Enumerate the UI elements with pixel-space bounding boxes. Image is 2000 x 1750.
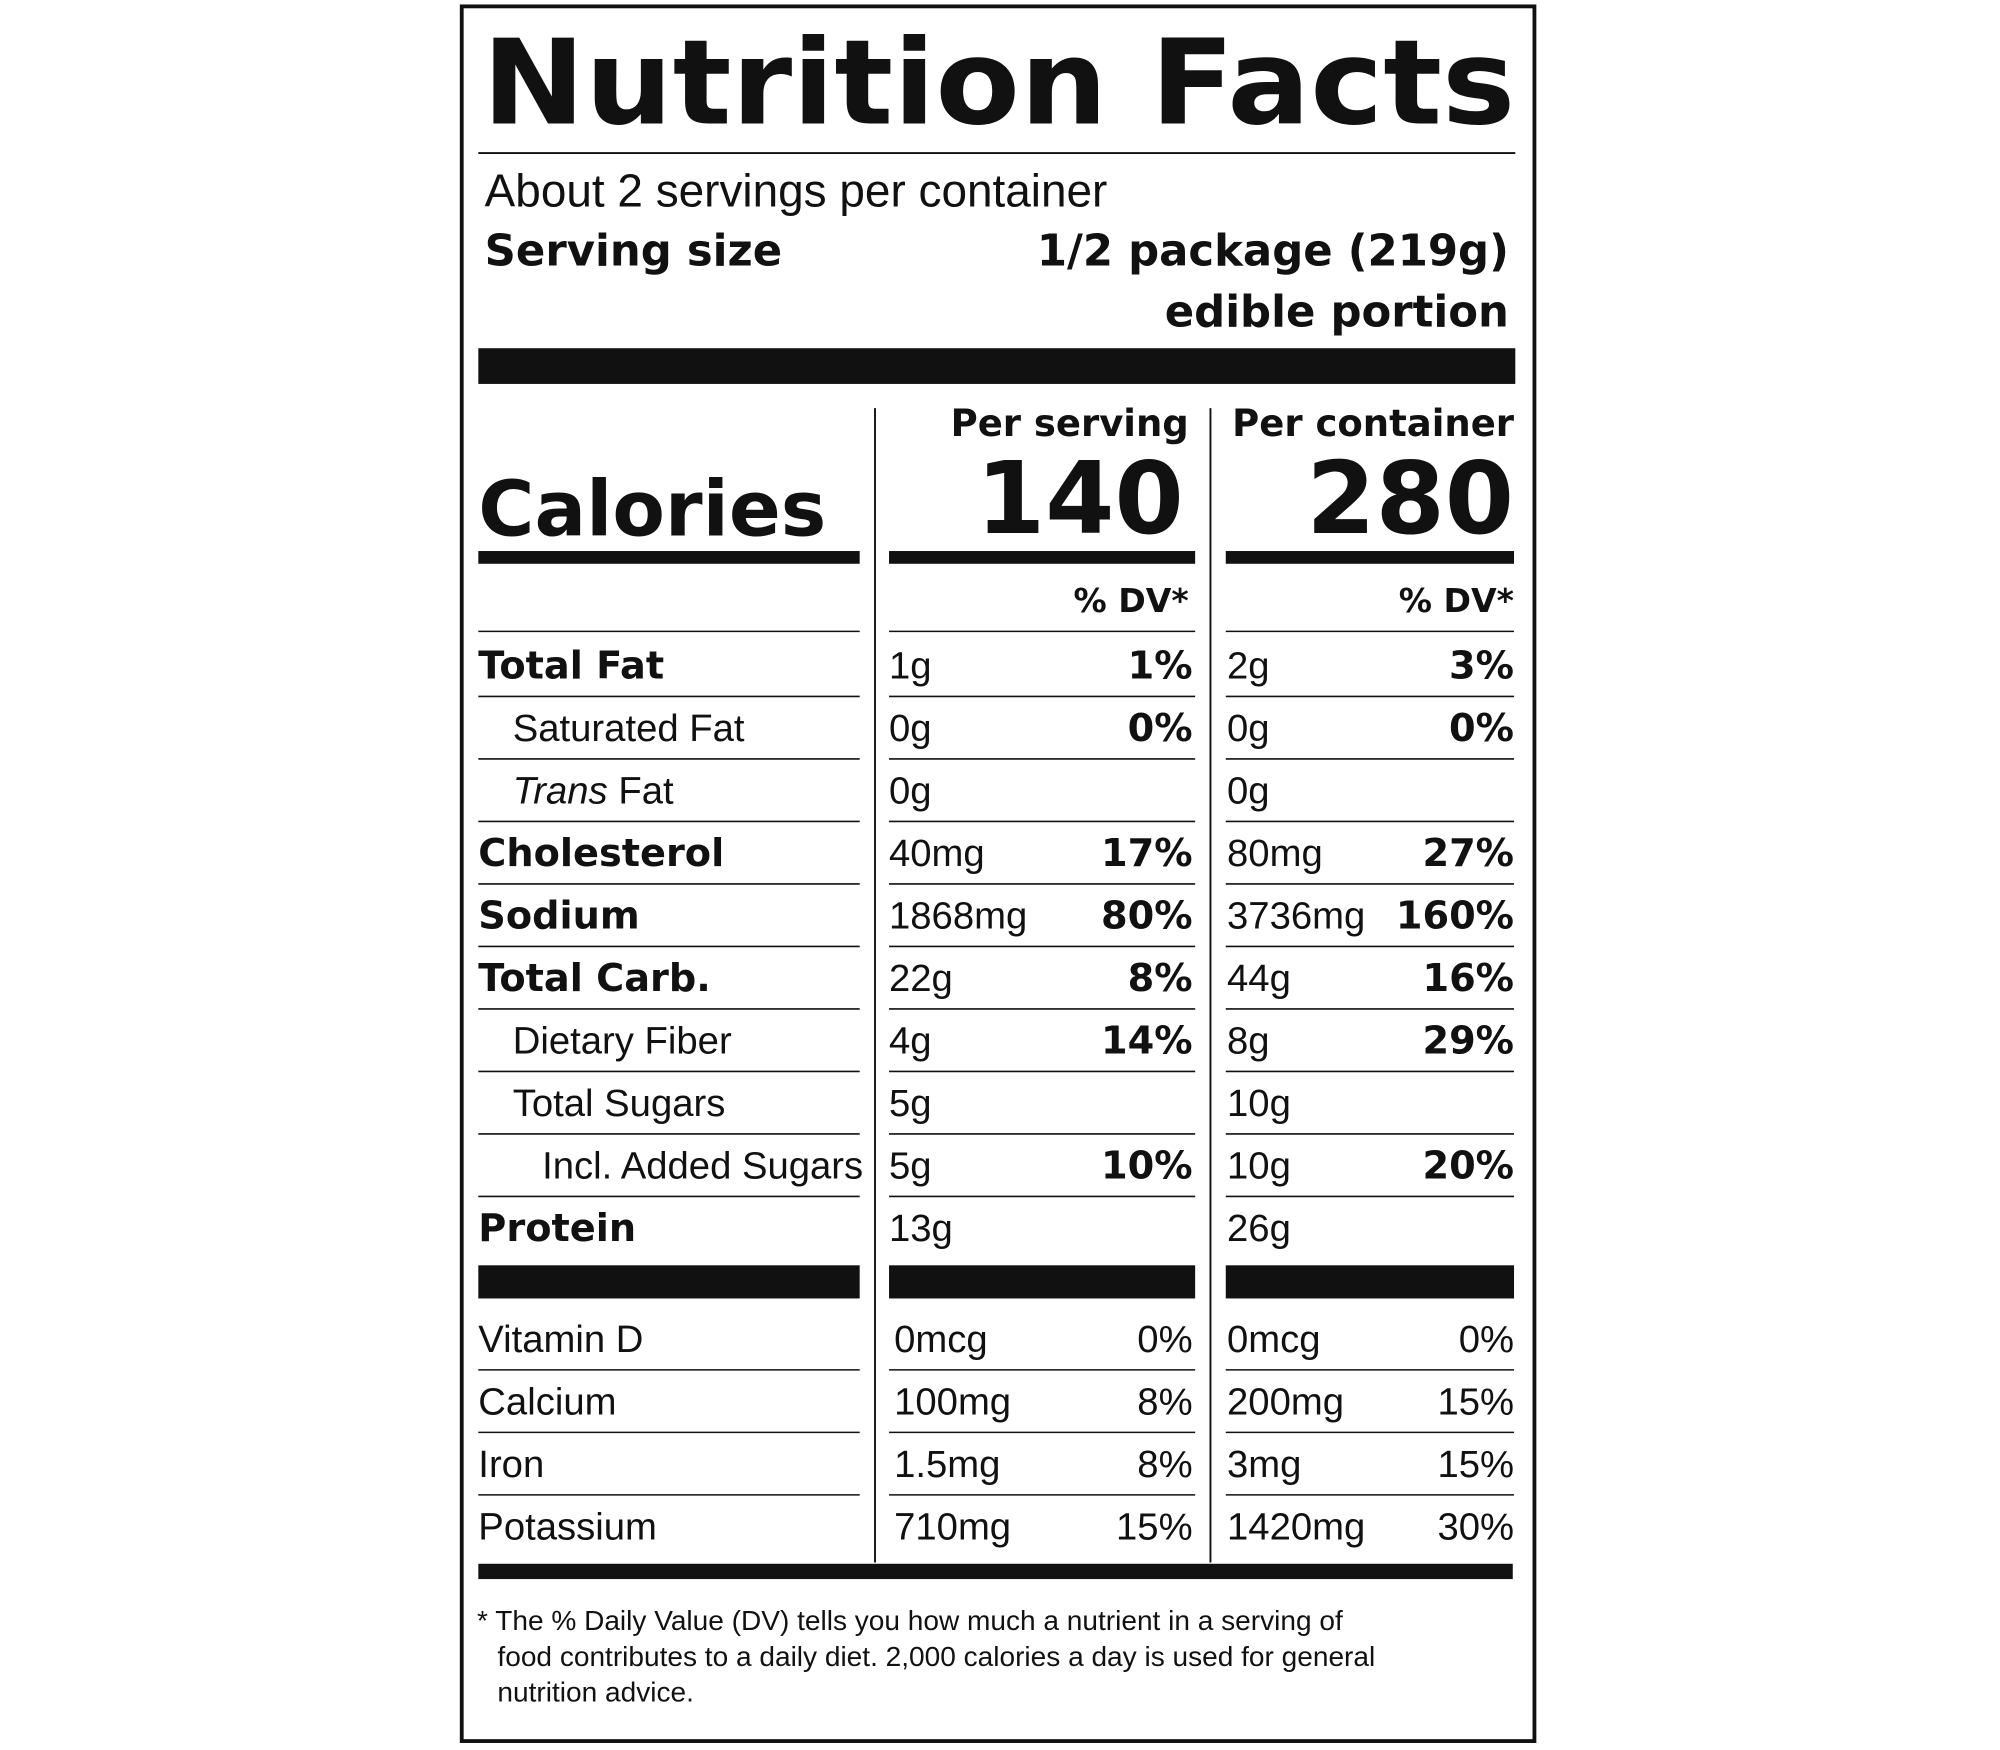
bar xyxy=(1225,1265,1515,1299)
amount-serving: 0g xyxy=(889,770,932,813)
dv-serving: 8% xyxy=(1128,956,1193,1001)
dv-container: 15% xyxy=(1437,1443,1514,1486)
nutrient-name: Trans Fat xyxy=(513,770,674,813)
amount-container: 0g xyxy=(1227,770,1270,813)
bar xyxy=(478,1265,860,1299)
dv-container: 29% xyxy=(1422,1019,1514,1064)
dv-header: % DV* xyxy=(1073,581,1188,620)
dv-container: 20% xyxy=(1422,1144,1514,1189)
amount-serving: 5g xyxy=(889,1145,932,1188)
dv-serving: 8% xyxy=(1137,1381,1192,1424)
dv-serving: 17% xyxy=(1101,831,1193,876)
nutrient-name: Sodium xyxy=(478,894,639,939)
amount-container: 3mg xyxy=(1227,1443,1301,1486)
dv-container: 15% xyxy=(1437,1381,1514,1424)
amount-container: 2g xyxy=(1227,645,1270,688)
dv-container: 0% xyxy=(1449,706,1514,751)
amount-serving: 1.5mg xyxy=(894,1443,1000,1486)
calories-label: Calories xyxy=(478,466,826,555)
bar xyxy=(478,551,860,564)
amount-serving: 100mg xyxy=(894,1381,1011,1424)
amount-serving: 13g xyxy=(889,1207,953,1250)
amount-serving: 1868mg xyxy=(889,895,1027,938)
amount-serving: 40mg xyxy=(889,832,985,875)
label-border xyxy=(459,4,1537,1743)
dv-container: 0% xyxy=(1459,1318,1514,1361)
thick-bar xyxy=(478,348,1516,384)
per-serving-header: Per serving xyxy=(951,402,1189,445)
amount-serving: 0g xyxy=(889,707,932,750)
dv-container: 3% xyxy=(1449,644,1514,689)
nutrient-name: Saturated Fat xyxy=(513,707,745,750)
nutrient-name: Protein xyxy=(478,1206,636,1251)
dv-serving: 0% xyxy=(1137,1318,1192,1361)
dv-container: 160% xyxy=(1396,894,1514,939)
bar xyxy=(889,1265,1196,1299)
vitamin-name: Vitamin D xyxy=(478,1318,643,1361)
serving-size-value: 1/2 package (219g) xyxy=(1037,226,1509,276)
nutrient-name-italic: Trans xyxy=(513,770,608,813)
bar xyxy=(478,1563,1513,1580)
dv-serving: 80% xyxy=(1101,894,1193,939)
dv-serving: 8% xyxy=(1137,1443,1192,1486)
amount-serving: 710mg xyxy=(894,1506,1011,1549)
nutrient-name: Incl. Added Sugars xyxy=(542,1145,863,1188)
nutrient-name: Dietary Fiber xyxy=(513,1020,732,1063)
amount-container: 26g xyxy=(1227,1207,1291,1250)
per-container-header: Per container xyxy=(1232,402,1515,445)
calories-container: 280 xyxy=(1306,442,1514,557)
nutrient-name: Total Sugars xyxy=(513,1082,726,1125)
dv-serving: 0% xyxy=(1128,706,1193,751)
dv-serving: 15% xyxy=(1116,1506,1193,1549)
amount-serving: 22g xyxy=(889,957,953,1000)
dv-container: 30% xyxy=(1437,1506,1514,1549)
footnote: food contributes to a daily diet. 2,000 … xyxy=(497,1641,1375,1672)
amount-container: 80mg xyxy=(1227,832,1323,875)
nutrient-name: Total Carb. xyxy=(478,956,710,1001)
vitamin-name: Calcium xyxy=(478,1381,616,1424)
bar xyxy=(1225,551,1515,564)
amount-container: 10g xyxy=(1227,1082,1291,1125)
amount-container: 3736mg xyxy=(1227,895,1365,938)
amount-container: 0mcg xyxy=(1227,1318,1321,1361)
dv-serving: 14% xyxy=(1101,1019,1193,1064)
amount-serving: 5g xyxy=(889,1082,932,1125)
nutrient-name-rest: Fat xyxy=(618,770,674,813)
dv-container: 27% xyxy=(1422,831,1514,876)
servings: About 2 servings per container xyxy=(485,165,1108,217)
amount-container: 0g xyxy=(1227,707,1270,750)
amount-container: 8g xyxy=(1227,1020,1270,1063)
nutrient-name-space xyxy=(608,770,619,813)
amount-serving: 1g xyxy=(889,645,932,688)
title: Nutrition Facts xyxy=(482,15,1515,152)
dv-serving: 10% xyxy=(1101,1144,1193,1189)
footnote: nutrition advice. xyxy=(497,1677,693,1708)
footnote: * The % Daily Value (DV) tells you how m… xyxy=(477,1605,1343,1636)
bar xyxy=(889,551,1196,564)
dv-container: 16% xyxy=(1422,956,1514,1001)
nutrient-name: Cholesterol xyxy=(478,831,724,876)
dv-serving: 1% xyxy=(1128,644,1193,689)
amount-container: 44g xyxy=(1227,957,1291,1000)
serving-size-note: edible portion xyxy=(1165,288,1509,338)
vitamin-name: Iron xyxy=(478,1443,544,1486)
vitamin-name: Potassium xyxy=(478,1506,657,1549)
nutrient-name: Total Fat xyxy=(478,644,664,689)
amount-container: 10g xyxy=(1227,1145,1291,1188)
dv-header: % DV* xyxy=(1399,581,1514,620)
amount-container: 200mg xyxy=(1227,1381,1344,1424)
serving-size-label: Serving size xyxy=(485,226,782,276)
amount-serving: 0mcg xyxy=(894,1318,988,1361)
calories-serving: 140 xyxy=(976,442,1184,557)
amount-serving: 4g xyxy=(889,1020,932,1063)
amount-container: 1420mg xyxy=(1227,1506,1365,1549)
